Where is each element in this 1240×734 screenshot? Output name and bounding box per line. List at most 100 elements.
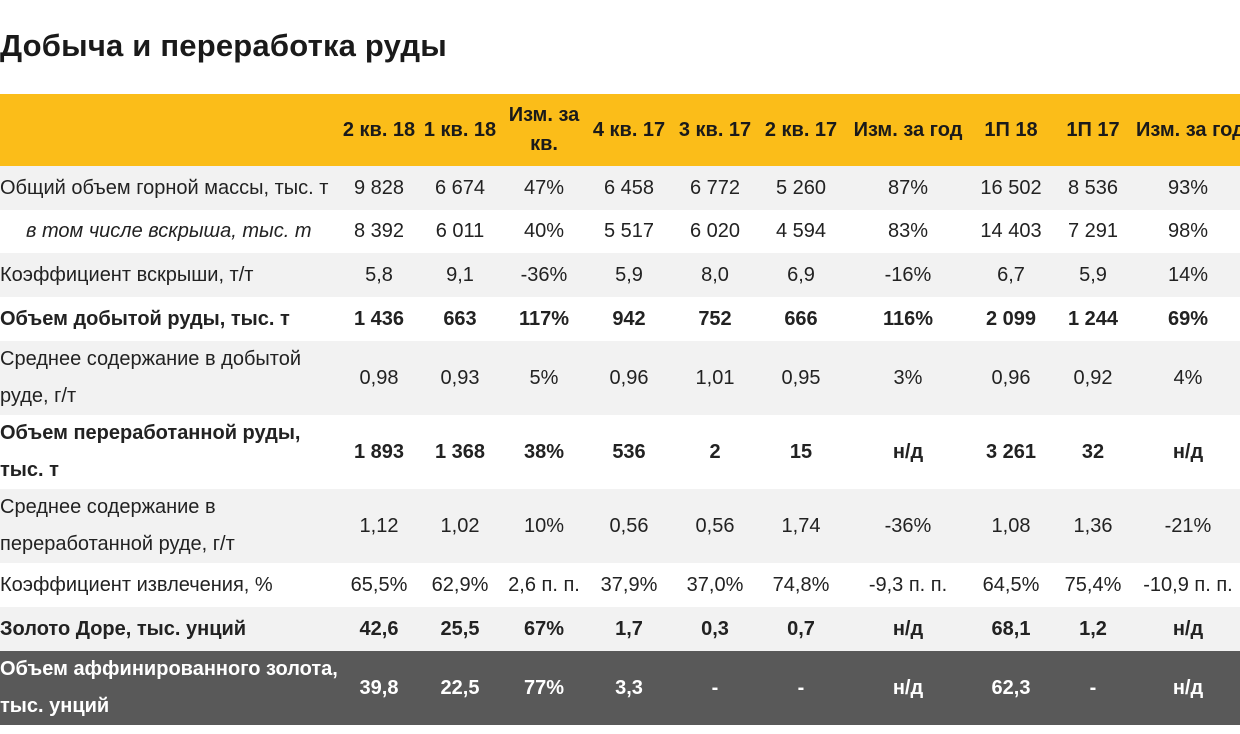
table-cell: 5 517 xyxy=(586,210,672,253)
header-cell xyxy=(0,94,340,166)
table-cell: 2,6 п. п. xyxy=(502,563,586,607)
table-cell: 663 xyxy=(418,297,502,341)
table-cell: 0,3 xyxy=(672,607,758,651)
table-cell: 5,9 xyxy=(586,253,672,297)
table-cell: 3,3 xyxy=(586,651,672,725)
table-cell: 37,0% xyxy=(672,563,758,607)
header-cell: 2 кв. 17 xyxy=(758,94,844,166)
table-cell: 6 772 xyxy=(672,166,758,210)
table-cell: 6,7 xyxy=(972,253,1050,297)
table-cell: 6 674 xyxy=(418,166,502,210)
table-cell: 6 011 xyxy=(418,210,502,253)
table-cell: 5 260 xyxy=(758,166,844,210)
table-cell: 40% xyxy=(502,210,586,253)
table-cell: 64,5% xyxy=(972,563,1050,607)
table-cell: 536 xyxy=(586,415,672,489)
table-cell: н/д xyxy=(1136,415,1240,489)
row-label: Коэффициент вскрыши, т/т xyxy=(0,253,340,297)
table-cell: 1 436 xyxy=(340,297,418,341)
table-cell: 38% xyxy=(502,415,586,489)
table-cell: 14% xyxy=(1136,253,1240,297)
header-cell: 4 кв. 17 xyxy=(586,94,672,166)
table-cell: 6 020 xyxy=(672,210,758,253)
table-cell: 1,74 xyxy=(758,489,844,563)
table-cell: 1 893 xyxy=(340,415,418,489)
table-cell: 8,0 xyxy=(672,253,758,297)
table-cell: 4% xyxy=(1136,341,1240,415)
table-cell: 47% xyxy=(502,166,586,210)
table-cell: 32 xyxy=(1050,415,1136,489)
table-cell: -16% xyxy=(844,253,972,297)
table-cell: 666 xyxy=(758,297,844,341)
table-cell: 9 828 xyxy=(340,166,418,210)
table-cell: 0,96 xyxy=(586,341,672,415)
table-cell: 1,08 xyxy=(972,489,1050,563)
header-cell: 3 кв. 17 xyxy=(672,94,758,166)
table-cell: 67% xyxy=(502,607,586,651)
row-label: Среднее содержание в переработанной руде… xyxy=(0,489,340,563)
table-cell: 98% xyxy=(1136,210,1240,253)
table-cell: - xyxy=(672,651,758,725)
table-cell: 62,9% xyxy=(418,563,502,607)
table-cell: 1,7 xyxy=(586,607,672,651)
header-cell: 1П 18 xyxy=(972,94,1050,166)
table-cell: 0,7 xyxy=(758,607,844,651)
table-cell: -36% xyxy=(844,489,972,563)
row-label: Объем аффинированного золота, тыс. унций xyxy=(0,651,340,725)
table-row: Объем аффинированного золота, тыс. унций… xyxy=(0,651,1240,725)
row-label: Объем переработанной руды, тыс. т xyxy=(0,415,340,489)
table-cell: 752 xyxy=(672,297,758,341)
production-table: 2 кв. 18 1 кв. 18 Изм. за кв. 4 кв. 17 3… xyxy=(0,94,1240,725)
table-cell: 6 458 xyxy=(586,166,672,210)
page-title: Добыча и переработка руды xyxy=(0,28,447,63)
table-cell: 37,9% xyxy=(586,563,672,607)
table-cell: 0,93 xyxy=(418,341,502,415)
table-cell: 25,5 xyxy=(418,607,502,651)
table-row: Коэффициент вскрыши, т/т 5,8 9,1 -36% 5,9 8,0… xyxy=(0,253,1240,297)
table-cell: -36% xyxy=(502,253,586,297)
row-label: Золото Доре, тыс. унций xyxy=(0,607,340,651)
table-cell: 3 261 xyxy=(972,415,1050,489)
table-cell: 7 291 xyxy=(1050,210,1136,253)
table-cell: 5,9 xyxy=(1050,253,1136,297)
table-cell: 42,6 xyxy=(340,607,418,651)
table-cell: 1,02 xyxy=(418,489,502,563)
table-cell: 116% xyxy=(844,297,972,341)
header-row: 2 кв. 18 1 кв. 18 Изм. за кв. 4 кв. 17 3… xyxy=(0,94,1240,166)
table-cell: 942 xyxy=(586,297,672,341)
table-cell: - xyxy=(758,651,844,725)
table-cell: 1,01 xyxy=(672,341,758,415)
table-cell: 65,5% xyxy=(340,563,418,607)
header-cell: Изм. за год xyxy=(844,94,972,166)
row-label: Общий объем горной массы, тыс. т xyxy=(0,166,340,210)
header-cell: 1 кв. 18 xyxy=(418,94,502,166)
table-cell: 8 536 xyxy=(1050,166,1136,210)
table-cell: 10% xyxy=(502,489,586,563)
header-cell: Изм. за год xyxy=(1136,94,1240,166)
table-cell: 3% xyxy=(844,341,972,415)
table-cell: 15 xyxy=(758,415,844,489)
table-cell: 5,8 xyxy=(340,253,418,297)
table-cell: 5% xyxy=(502,341,586,415)
table-cell: 62,3 xyxy=(972,651,1050,725)
table-cell: - xyxy=(1050,651,1136,725)
table-cell: 0,96 xyxy=(972,341,1050,415)
table-cell: 74,8% xyxy=(758,563,844,607)
table-cell: 1,36 xyxy=(1050,489,1136,563)
table-cell: -21% xyxy=(1136,489,1240,563)
table-cell: 22,5 xyxy=(418,651,502,725)
table-cell: 14 403 xyxy=(972,210,1050,253)
table-cell: 6,9 xyxy=(758,253,844,297)
table-cell: 4 594 xyxy=(758,210,844,253)
table-cell: н/д xyxy=(844,651,972,725)
table-cell: 1,12 xyxy=(340,489,418,563)
header-cell: 2 кв. 18 xyxy=(340,94,418,166)
table-cell: 75,4% xyxy=(1050,563,1136,607)
table-cell: 0,95 xyxy=(758,341,844,415)
table-cell: 0,98 xyxy=(340,341,418,415)
table-cell: 16 502 xyxy=(972,166,1050,210)
